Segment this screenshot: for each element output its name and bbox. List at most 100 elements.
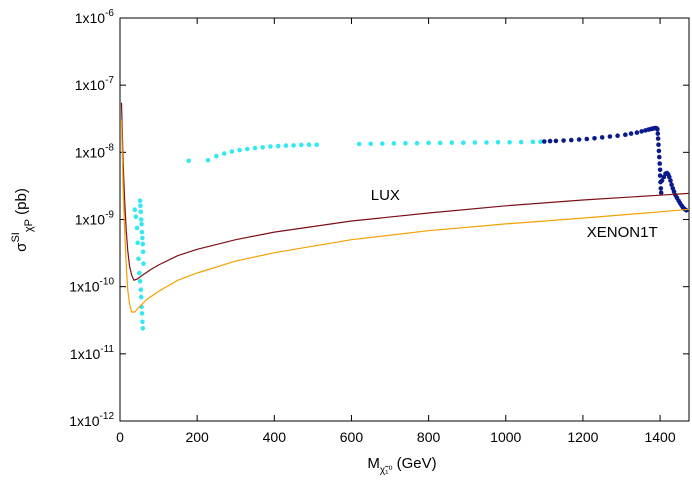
data-point [658, 186, 664, 191]
data-point [668, 178, 673, 183]
y-tick-label-base: 1x10 [69, 413, 100, 429]
data-point [139, 311, 145, 316]
data-point [140, 319, 145, 325]
y-tick-label: 1x10-8 [75, 142, 115, 160]
x-axis-label-main: M [367, 455, 380, 472]
data-point [137, 279, 143, 284]
annotation-label: XENON1T [587, 224, 658, 241]
data-point [530, 139, 536, 145]
data-point [380, 141, 385, 146]
data-point [140, 235, 145, 241]
data-point [135, 240, 140, 246]
data-point [671, 189, 677, 194]
x-axis: 0 200 400 600 800 1000 1200 1400 [116, 18, 676, 445]
data-point [569, 137, 574, 143]
data-point [592, 136, 597, 141]
data-point [547, 138, 553, 144]
y-axis-label-sup: SI [10, 232, 22, 242]
data-point [136, 256, 141, 262]
data-point [656, 142, 661, 147]
data-point [139, 229, 145, 235]
y-axis-label-sub: χP [23, 219, 35, 232]
data-point [245, 146, 250, 152]
y-tick-label-base: 1x10 [75, 144, 106, 160]
y-tick-label: 1x10-6 [75, 8, 115, 26]
data-point [140, 241, 146, 247]
y-tick-label: 1x10-12 [69, 411, 114, 429]
data-point [623, 132, 628, 137]
data-point [214, 153, 219, 159]
data-point [437, 140, 443, 146]
data-point [368, 141, 374, 147]
y-tick-label-exp: -10 [100, 277, 115, 288]
data-point [291, 143, 296, 148]
data-point [656, 148, 662, 154]
data-point [538, 139, 543, 144]
data-point [356, 141, 362, 147]
x-axis-label-unit: (GeV) [392, 455, 436, 472]
series-line-xenon1t [120, 120, 690, 313]
y-axis-label-unit: (pb) [13, 188, 30, 219]
y-tick-label: 1x10-9 [75, 210, 115, 228]
data-point [669, 182, 674, 187]
data-point [237, 147, 242, 153]
data-point [657, 161, 662, 166]
x-tick-label: 600 [340, 429, 364, 445]
data-point [138, 294, 144, 300]
data-point [403, 140, 408, 146]
y-axis: 1x10-121x10-111x10-101x10-91x10-81x10-71… [69, 8, 689, 429]
data-point [299, 142, 304, 148]
data-point [314, 142, 320, 147]
data-point [667, 174, 672, 180]
data-point [137, 198, 143, 204]
x-tick-label: 0 [116, 429, 124, 445]
data-point [140, 326, 146, 331]
plot-frame [119, 17, 690, 422]
data-point [186, 158, 191, 163]
y-tick-label-exp: -8 [105, 142, 114, 153]
y-tick-label-exp: -7 [105, 75, 114, 86]
y-tick-label-base: 1x10 [70, 346, 101, 362]
data-point [584, 136, 590, 142]
data-point [306, 142, 312, 147]
data-point [659, 178, 665, 183]
data-point [655, 131, 661, 136]
annotation-label: LUX [371, 187, 400, 204]
data-point [138, 203, 143, 209]
data-point [607, 134, 613, 139]
data-point [449, 140, 455, 145]
data-point [658, 190, 664, 196]
data-point [576, 137, 582, 142]
y-axis-label: σSIχP (pb) [10, 188, 35, 252]
data-point [141, 261, 146, 267]
y-tick-label: 1x10-10 [69, 277, 114, 295]
y-tick-label: 1x10-11 [70, 344, 115, 362]
x-axis-label: Mχ̃₁⁰ (GeV) [367, 455, 436, 476]
data-point [657, 167, 663, 173]
data-point [472, 140, 478, 145]
data-point [268, 144, 273, 149]
data-point [137, 270, 142, 276]
data-point [414, 140, 420, 146]
data-point [657, 173, 663, 178]
data-point [134, 225, 140, 231]
x-tick-label: 1400 [644, 429, 675, 445]
data-point [484, 140, 489, 145]
x-tick-label: 1000 [490, 429, 521, 445]
y-tick-label-base: 1x10 [75, 77, 106, 93]
data-point [260, 145, 266, 150]
data-point [599, 135, 605, 140]
data-point [229, 149, 235, 154]
data-point [639, 129, 644, 134]
data-point [628, 131, 634, 136]
y-tick-label-exp: -6 [105, 8, 114, 19]
y-tick-label-base: 1x10 [69, 279, 100, 295]
data-point [655, 127, 660, 132]
y-tick-label-exp: -12 [100, 411, 115, 422]
data-point [132, 207, 137, 212]
data-point [138, 287, 144, 293]
y-tick-label-exp: -9 [105, 210, 114, 221]
x-axis-label-sub: χ̃₁⁰ [380, 465, 393, 476]
data-point [138, 209, 144, 215]
y-tick-label-exp: -11 [100, 344, 114, 355]
